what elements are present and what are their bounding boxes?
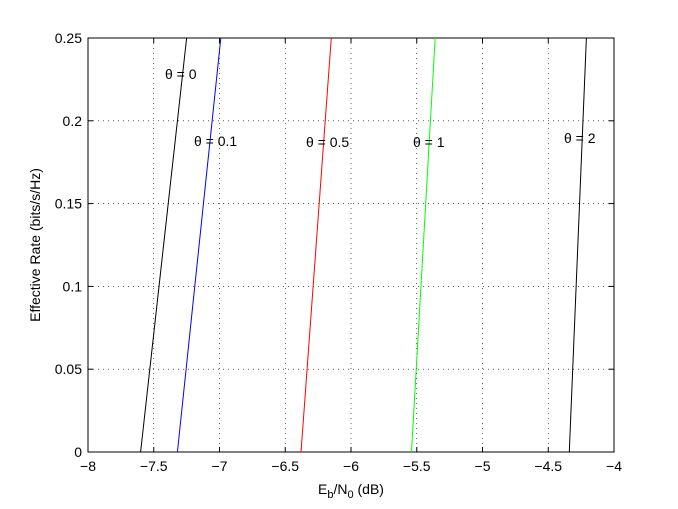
series-line xyxy=(410,37,436,453)
series-label: θ = 1 xyxy=(413,134,445,150)
x-label-part: b xyxy=(327,489,333,501)
x-tick-label: −7 xyxy=(212,458,228,474)
series-label: θ = 0.5 xyxy=(306,134,349,150)
series-label: θ = 0 xyxy=(165,66,197,82)
y-tick-label: 0.15 xyxy=(55,196,82,212)
y-tick-label: 0 xyxy=(74,444,82,460)
y-tick-label: 0.1 xyxy=(63,278,83,294)
series-line xyxy=(568,37,587,453)
series-line xyxy=(300,37,332,453)
y-tick-label: 0.25 xyxy=(55,30,82,46)
x-tick-label: −4 xyxy=(606,458,622,474)
x-label-part: (dB) xyxy=(354,481,384,497)
x-label-part: 0 xyxy=(348,489,354,501)
x-label-part: E xyxy=(318,481,327,497)
x-tick-label: −5.5 xyxy=(403,458,431,474)
x-tick-label: −5 xyxy=(475,458,491,474)
y-tick-label: 0.05 xyxy=(55,361,82,377)
x-tick-label: −4.5 xyxy=(534,458,562,474)
x-axis-label: Eb/N0 (dB) xyxy=(318,481,384,501)
y-tick-label: 0.2 xyxy=(63,113,83,129)
x-tick-label: −6.5 xyxy=(271,458,299,474)
x-label-part: /N xyxy=(334,481,348,497)
series-line xyxy=(176,37,222,453)
series-label: θ = 2 xyxy=(564,130,596,146)
axes-box xyxy=(87,37,615,453)
series-line xyxy=(140,37,188,453)
y-axis-label: Effective Rate (bits/s/Hz) xyxy=(27,168,43,322)
plot-area xyxy=(88,38,614,452)
series-label: θ = 0.1 xyxy=(194,133,237,149)
x-tick-label: −7.5 xyxy=(140,458,168,474)
x-tick-label: −8 xyxy=(80,458,96,474)
x-tick-label: −6 xyxy=(343,458,359,474)
